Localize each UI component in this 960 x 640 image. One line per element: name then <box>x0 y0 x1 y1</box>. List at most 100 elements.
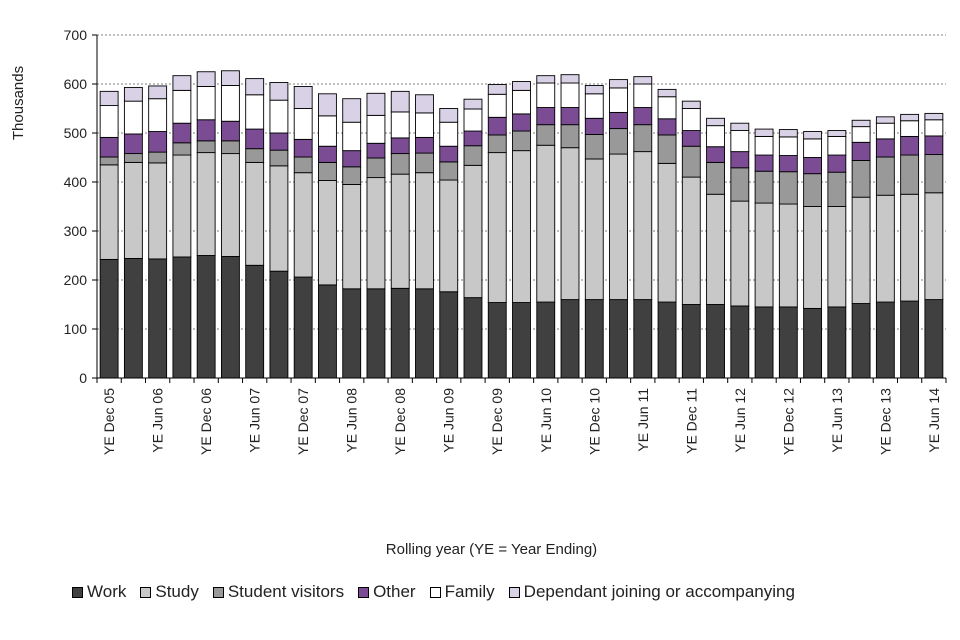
bar-segment-work <box>803 307 823 379</box>
x-tick-label: YE Dec 10 <box>586 388 602 455</box>
bar-segment-student-visitors <box>269 149 289 167</box>
bar-segment-dependant-joining-or-accompanying <box>220 70 240 86</box>
bar-segment-dependant-joining-or-accompanying <box>851 119 871 128</box>
bar-segment-work <box>827 306 847 379</box>
bar-segment-other <box>730 151 750 169</box>
bar-segment-student-visitors <box>366 157 386 179</box>
bar-segment-dependant-joining-or-accompanying <box>487 84 507 95</box>
bar-segment-dependant-joining-or-accompanying <box>196 71 216 87</box>
bar-segment-other <box>900 135 920 156</box>
bar-segment-other <box>415 136 434 154</box>
y-tick-label: 100 <box>64 321 88 337</box>
bar-segment-other <box>609 111 628 130</box>
bar-segment-student-visitors <box>245 148 265 163</box>
bar-segment-dependant-joining-or-accompanying <box>172 75 192 91</box>
bar-segment-student-visitors <box>318 161 337 181</box>
bar-segment-work <box>730 305 750 379</box>
bar-segment-other <box>463 130 483 147</box>
bar-segment-family <box>196 85 216 121</box>
bar-segment-study <box>657 162 677 303</box>
bar-segment-study <box>512 150 531 303</box>
x-tick-label: YE Jun 10 <box>538 388 554 453</box>
bar-segment-other <box>706 146 725 163</box>
bar-segment-work <box>851 303 871 379</box>
bar-segment-family <box>633 83 653 108</box>
legend-item-other: Other <box>358 582 416 602</box>
bar-segment-dependant-joining-or-accompanying <box>924 112 944 121</box>
bar-segment-study <box>415 172 434 290</box>
x-tick-label: YE Dec 07 <box>295 388 311 455</box>
bar-segment-family <box>851 126 871 143</box>
legend-label: Dependant joining or accompanying <box>523 582 795 601</box>
bar-segment-dependant-joining-or-accompanying <box>560 74 580 84</box>
x-tick-label: YE Jun 09 <box>441 388 457 453</box>
bar-segment-dependant-joining-or-accompanying <box>633 76 653 85</box>
legend-swatch <box>140 586 152 598</box>
bar-segment-dependant-joining-or-accompanying <box>584 85 604 95</box>
bar-segment-student-visitors <box>584 134 604 160</box>
bar-segment-work <box>875 301 895 379</box>
legend-swatch <box>72 586 83 598</box>
bar-segment-family <box>584 93 604 119</box>
x-tick-label: YE Dec 13 <box>877 388 893 455</box>
bar-segment-work <box>609 299 628 379</box>
bar-segment-dependant-joining-or-accompanying <box>99 90 119 107</box>
bar-segment-student-visitors <box>560 124 580 149</box>
bar-segment-dependant-joining-or-accompanying <box>609 79 628 89</box>
bar-segment-student-visitors <box>875 156 895 196</box>
bar-segment-work <box>924 299 944 379</box>
bar-segment-family <box>318 115 337 147</box>
bar-segment-family <box>875 122 895 140</box>
bar-segment-study <box>633 151 653 301</box>
y-tick-label: 500 <box>64 125 88 141</box>
bar-segment-family <box>172 89 192 124</box>
bar-segment-other <box>366 142 386 159</box>
bar-segment-dependant-joining-or-accompanying <box>148 85 168 100</box>
bar-segment-dependant-joining-or-accompanying <box>366 92 386 116</box>
bar-segment-other <box>220 120 240 142</box>
bar-segment-study <box>778 203 798 308</box>
bar-segment-other <box>560 107 580 126</box>
bar-segment-dependant-joining-or-accompanying <box>463 98 483 110</box>
bar-segment-family <box>560 82 580 108</box>
bar-segment-study <box>366 177 386 290</box>
bar-segment-work <box>439 291 459 379</box>
bar-segment-family <box>924 119 944 137</box>
bar-segment-work <box>900 300 920 379</box>
bar-segment-student-visitors <box>439 161 459 181</box>
bar-segment-dependant-joining-or-accompanying <box>754 128 774 137</box>
bar-segment-dependant-joining-or-accompanying <box>439 108 459 123</box>
bar-segment-student-visitors <box>924 154 944 194</box>
bar-segment-family <box>342 121 362 152</box>
bar-segment-family <box>487 93 507 118</box>
bar-segment-student-visitors <box>657 134 677 164</box>
bar-segment-study <box>584 158 604 301</box>
bar-segment-study <box>875 194 895 303</box>
legend-label: Student visitors <box>227 582 345 601</box>
bar-segment-family <box>609 87 628 113</box>
x-tick-label: YE Dec 06 <box>198 388 214 455</box>
bar-segment-family <box>754 135 774 156</box>
bar-segment-student-visitors <box>730 167 750 202</box>
x-tick-label: YE Dec 12 <box>780 388 796 455</box>
bar-segment-family <box>730 130 750 153</box>
bar-segment-student-visitors <box>706 161 725 195</box>
bar-segment-work <box>778 306 798 379</box>
bar-segment-student-visitors <box>123 153 143 163</box>
tick-labels: 0 100 200 300 400 500 600 700 YE Dec 05 YE Jun 06… <box>64 27 942 455</box>
bar-segment-study <box>706 193 725 305</box>
bar-segment-other <box>536 107 556 126</box>
bar-segment-study <box>463 164 483 299</box>
bar-segment-work <box>148 258 168 379</box>
bar-segment-work <box>657 301 677 379</box>
bar-segment-dependant-joining-or-accompanying <box>657 88 677 98</box>
bar-segment-family <box>657 96 677 120</box>
bar-segment-work <box>512 302 531 379</box>
y-tick-label: 300 <box>64 223 88 239</box>
bar-segment-other <box>924 135 944 156</box>
bar-segment-work <box>99 258 119 379</box>
bar-segment-other <box>633 107 653 126</box>
bar-segment-study <box>900 193 920 302</box>
legend: Work Study Student visitors Other Family Depe… <box>72 582 809 602</box>
bar-segment-study <box>293 172 313 278</box>
